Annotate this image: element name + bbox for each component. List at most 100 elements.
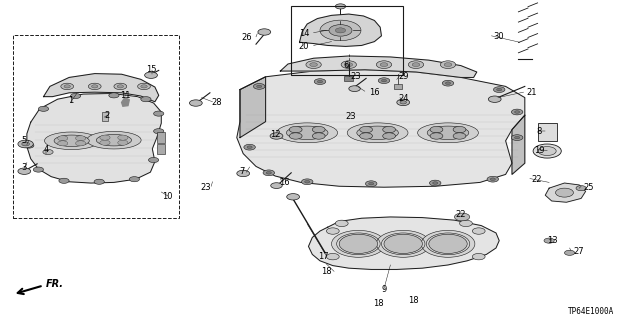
Ellipse shape <box>287 126 328 140</box>
Text: 28: 28 <box>211 98 222 107</box>
Circle shape <box>253 84 265 89</box>
Text: 18: 18 <box>321 268 332 276</box>
Circle shape <box>148 157 159 163</box>
Circle shape <box>472 228 485 234</box>
Circle shape <box>301 179 313 185</box>
Circle shape <box>429 234 467 253</box>
Circle shape <box>460 220 472 227</box>
Circle shape <box>360 126 372 133</box>
Polygon shape <box>308 217 499 269</box>
Text: 22: 22 <box>456 210 466 219</box>
Circle shape <box>511 135 523 140</box>
Circle shape <box>490 178 495 180</box>
Text: 3: 3 <box>22 164 27 172</box>
Text: 29: 29 <box>398 72 408 81</box>
Circle shape <box>472 253 485 260</box>
Circle shape <box>320 20 361 41</box>
Circle shape <box>64 85 70 88</box>
Circle shape <box>305 180 310 183</box>
Circle shape <box>138 83 150 90</box>
Text: FR.: FR. <box>46 279 64 289</box>
Text: 21: 21 <box>526 88 536 97</box>
Circle shape <box>24 143 34 148</box>
Circle shape <box>189 100 202 106</box>
Circle shape <box>383 126 396 133</box>
Circle shape <box>271 183 282 188</box>
Circle shape <box>487 176 499 182</box>
Circle shape <box>33 167 44 172</box>
Bar <box>344 76 353 81</box>
Circle shape <box>430 126 443 133</box>
Circle shape <box>440 61 456 68</box>
Bar <box>157 132 165 143</box>
Circle shape <box>94 179 104 184</box>
Circle shape <box>497 88 502 91</box>
Circle shape <box>544 238 554 243</box>
Text: 2: 2 <box>104 111 109 120</box>
Polygon shape <box>44 74 159 102</box>
Circle shape <box>310 63 317 67</box>
Circle shape <box>556 188 573 197</box>
Text: 14: 14 <box>299 29 309 38</box>
Circle shape <box>61 83 74 90</box>
Circle shape <box>263 170 275 176</box>
Circle shape <box>383 133 396 139</box>
Circle shape <box>114 83 127 90</box>
Circle shape <box>59 178 69 183</box>
Bar <box>538 123 557 141</box>
Circle shape <box>576 186 586 191</box>
Text: 5: 5 <box>22 136 27 145</box>
Circle shape <box>511 109 523 115</box>
Text: 6: 6 <box>343 61 348 70</box>
Text: 24: 24 <box>398 94 408 103</box>
Circle shape <box>58 141 68 146</box>
Circle shape <box>154 111 164 116</box>
Text: 8: 8 <box>536 127 541 136</box>
Circle shape <box>312 133 325 139</box>
Polygon shape <box>300 14 381 46</box>
Circle shape <box>88 83 101 90</box>
Circle shape <box>100 140 110 145</box>
Circle shape <box>335 220 348 227</box>
Text: 20: 20 <box>299 42 309 51</box>
Circle shape <box>384 234 422 253</box>
Circle shape <box>289 126 302 133</box>
Circle shape <box>445 82 451 84</box>
Text: 1: 1 <box>68 96 73 105</box>
Bar <box>13 35 179 218</box>
Circle shape <box>289 133 302 139</box>
Text: 23: 23 <box>200 183 211 192</box>
Circle shape <box>564 250 575 255</box>
Circle shape <box>18 140 33 148</box>
Text: 12: 12 <box>270 130 280 139</box>
Circle shape <box>442 80 454 86</box>
Circle shape <box>70 93 81 99</box>
Circle shape <box>380 63 388 67</box>
Ellipse shape <box>347 123 408 143</box>
Ellipse shape <box>428 126 468 140</box>
Text: 13: 13 <box>547 236 557 245</box>
Circle shape <box>369 182 374 185</box>
Circle shape <box>43 149 53 155</box>
Circle shape <box>453 126 466 133</box>
Circle shape <box>488 96 501 102</box>
Circle shape <box>141 97 151 102</box>
Text: 11: 11 <box>120 92 131 100</box>
Text: 23: 23 <box>346 112 356 121</box>
Text: 27: 27 <box>573 247 584 256</box>
Text: 10: 10 <box>163 192 173 201</box>
Text: 23: 23 <box>351 72 362 81</box>
Text: 7: 7 <box>239 167 244 176</box>
Circle shape <box>312 126 325 133</box>
Circle shape <box>429 180 441 186</box>
Circle shape <box>454 213 470 221</box>
Ellipse shape <box>96 134 132 146</box>
Circle shape <box>326 253 339 260</box>
Circle shape <box>349 86 360 92</box>
Circle shape <box>270 133 283 139</box>
Bar <box>291 6 403 75</box>
Circle shape <box>335 28 346 33</box>
Circle shape <box>408 61 424 68</box>
Circle shape <box>326 228 339 234</box>
Circle shape <box>145 72 157 78</box>
